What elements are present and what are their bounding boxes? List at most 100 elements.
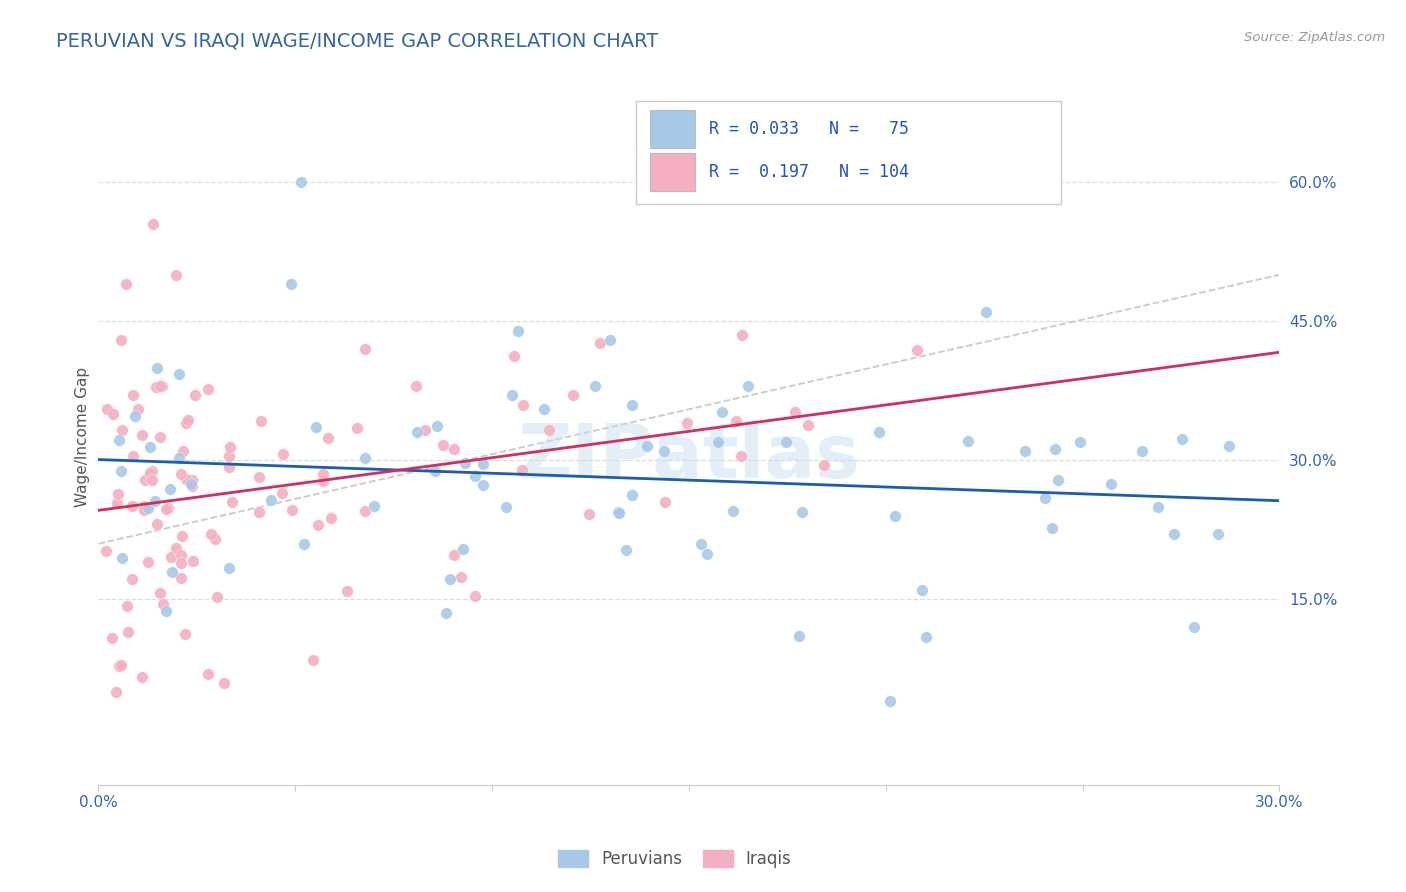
Point [170, 529, 193, 543]
Point [614, 543, 637, 558]
Point [775, 434, 797, 449]
Point [471, 457, 494, 471]
Point [170, 467, 193, 481]
Text: R = 0.033   N =   75: R = 0.033 N = 75 [709, 120, 910, 138]
Point [502, 349, 524, 363]
Point [512, 398, 534, 412]
Point [141, 473, 163, 487]
Point [247, 505, 270, 519]
Point [181, 473, 204, 487]
Point [260, 493, 283, 508]
Point [654, 495, 676, 509]
Text: Source: ZipAtlas.com: Source: ZipAtlas.com [1244, 31, 1385, 45]
Text: PERUVIAN VS IRAQI WAGE/INCOME GAP CORRELATION CHART: PERUVIAN VS IRAQI WAGE/INCOME GAP CORREL… [56, 31, 658, 50]
Point [167, 367, 190, 381]
Point [110, 464, 132, 478]
Point [108, 433, 131, 447]
FancyBboxPatch shape [636, 101, 1062, 204]
Point [111, 550, 134, 565]
Point [914, 630, 936, 644]
Point [724, 414, 747, 428]
Point [737, 379, 759, 393]
Point [336, 583, 359, 598]
Point [107, 487, 129, 501]
Point [155, 604, 177, 618]
Point [122, 388, 145, 402]
Point [181, 554, 204, 568]
Point [111, 423, 134, 437]
Point [160, 549, 183, 564]
Point [180, 477, 202, 491]
Point [1046, 473, 1069, 487]
Point [105, 685, 128, 699]
Point [204, 532, 226, 546]
Point [127, 402, 149, 417]
Point [131, 428, 153, 442]
Point [312, 475, 335, 489]
Point [787, 629, 810, 643]
Point [143, 494, 166, 508]
Point [443, 442, 465, 456]
Point [159, 482, 181, 496]
Point [270, 485, 292, 500]
Point [184, 388, 207, 402]
Point [472, 478, 495, 492]
Point [464, 590, 486, 604]
Point [676, 416, 699, 430]
Point [1130, 444, 1153, 458]
Point [200, 527, 222, 541]
Point [790, 505, 813, 519]
Point [905, 343, 928, 357]
Point [177, 412, 200, 426]
Point [426, 419, 449, 434]
Point [110, 333, 132, 347]
Point [783, 404, 806, 418]
Legend: Peruvians, Iraqis: Peruvians, Iraqis [551, 843, 799, 875]
Point [583, 379, 606, 393]
Point [621, 488, 644, 502]
Point [813, 458, 835, 472]
Point [711, 405, 734, 419]
Point [1040, 521, 1063, 535]
Y-axis label: Wage/Income Gap: Wage/Income Gap [75, 367, 90, 508]
Point [197, 666, 219, 681]
Point [146, 360, 169, 375]
Point [636, 439, 658, 453]
Point [537, 423, 560, 437]
Point [132, 500, 155, 514]
Point [652, 444, 675, 458]
Point [250, 414, 273, 428]
Point [110, 657, 132, 672]
Point [212, 676, 235, 690]
Point [124, 409, 146, 424]
Point [139, 440, 162, 454]
Point [589, 335, 612, 350]
Text: ZIPatlas: ZIPatlas [517, 421, 860, 494]
Point [218, 561, 240, 575]
Point [406, 425, 429, 440]
FancyBboxPatch shape [650, 153, 695, 192]
Point [280, 503, 302, 517]
Point [451, 541, 474, 556]
Point [152, 597, 174, 611]
Point [879, 694, 901, 708]
Point [454, 456, 477, 470]
Point [121, 572, 143, 586]
Point [96, 402, 118, 417]
Point [131, 670, 153, 684]
Point [145, 380, 167, 394]
Point [148, 379, 170, 393]
Point [312, 467, 335, 482]
Point [139, 466, 162, 480]
Point [533, 402, 555, 417]
Point [108, 659, 131, 673]
Point [136, 501, 159, 516]
Point [197, 382, 219, 396]
Point [731, 327, 754, 342]
Point [155, 502, 177, 516]
Point [302, 653, 325, 667]
Point [307, 518, 329, 533]
Point [510, 463, 533, 477]
Point [868, 425, 890, 440]
Text: R =  0.197   N = 104: R = 0.197 N = 104 [709, 163, 910, 181]
